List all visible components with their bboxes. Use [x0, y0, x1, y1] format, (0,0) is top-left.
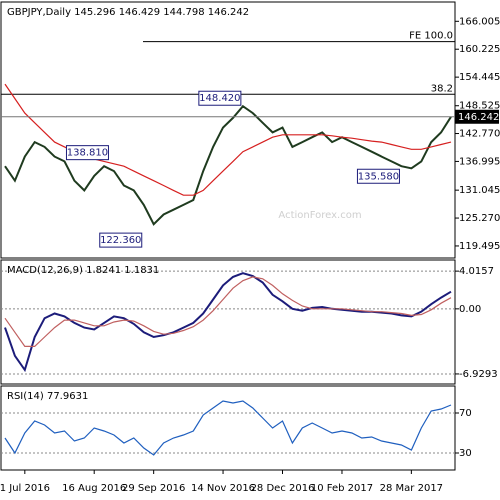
annotation-box: [65, 145, 109, 161]
y-tick-label: 148.525: [459, 101, 500, 112]
y-tick-label: 136.995: [459, 156, 500, 167]
panel-title: GBPJPY,Daily 145.296 146.429 144.798 146…: [7, 7, 249, 18]
annotation-box: [99, 232, 143, 248]
y-tick-label: 4.0157: [459, 266, 494, 277]
y-tick-label: 70: [459, 408, 472, 419]
series-line: [4, 104, 452, 226]
last-price-box: [455, 109, 499, 124]
annotation-label: 135.580: [358, 171, 399, 182]
x-tick-label: 28 Dec 2016: [251, 483, 315, 494]
y-tick-label: 166.005: [459, 16, 500, 27]
series-line: [4, 276, 452, 347]
x-tick-label: 10 Feb 2017: [311, 483, 373, 494]
last-price-label: 146.242: [458, 112, 499, 123]
level-label: 38.2: [431, 83, 453, 94]
watermark: ActionForex.com: [278, 210, 361, 221]
panel-frame: [0, 1, 456, 259]
y-tick-label: 119.495: [459, 241, 500, 252]
annotation-box: [356, 168, 400, 184]
level-label: FE 100.0: [409, 31, 453, 42]
series-line: [4, 400, 452, 456]
annotation-box: [198, 90, 242, 106]
series-line: [4, 272, 452, 373]
y-tick-label: 160.225: [459, 44, 500, 55]
panel-frame: [0, 259, 456, 385]
x-tick-label: 16 Aug 2016: [62, 483, 126, 494]
y-tick-label: 125.270: [459, 213, 500, 224]
annotation-label: 138.810: [67, 148, 108, 159]
y-tick-label: 0.00: [459, 304, 481, 315]
y-tick-label: 131.045: [459, 185, 500, 196]
y-tick-label: 142.770: [459, 129, 500, 140]
y-tick-label: 154.445: [459, 72, 500, 83]
y-tick-label: -6.9293: [459, 369, 498, 380]
x-tick-label: 14 Nov 2016: [191, 483, 255, 494]
panel-title: RSI(14) 77.9631: [7, 391, 88, 402]
panel-title: MACD(12,26,9) 1.8241 1.1831: [7, 265, 159, 276]
annotation-label: 122.360: [100, 235, 141, 246]
x-tick-label: 1 Jul 2016: [0, 483, 50, 494]
x-tick-label: 29 Sep 2016: [122, 483, 185, 494]
y-tick-label: 30: [459, 448, 472, 459]
annotation-label: 148.420: [199, 93, 240, 104]
x-tick-label: 28 Mar 2017: [380, 483, 443, 494]
